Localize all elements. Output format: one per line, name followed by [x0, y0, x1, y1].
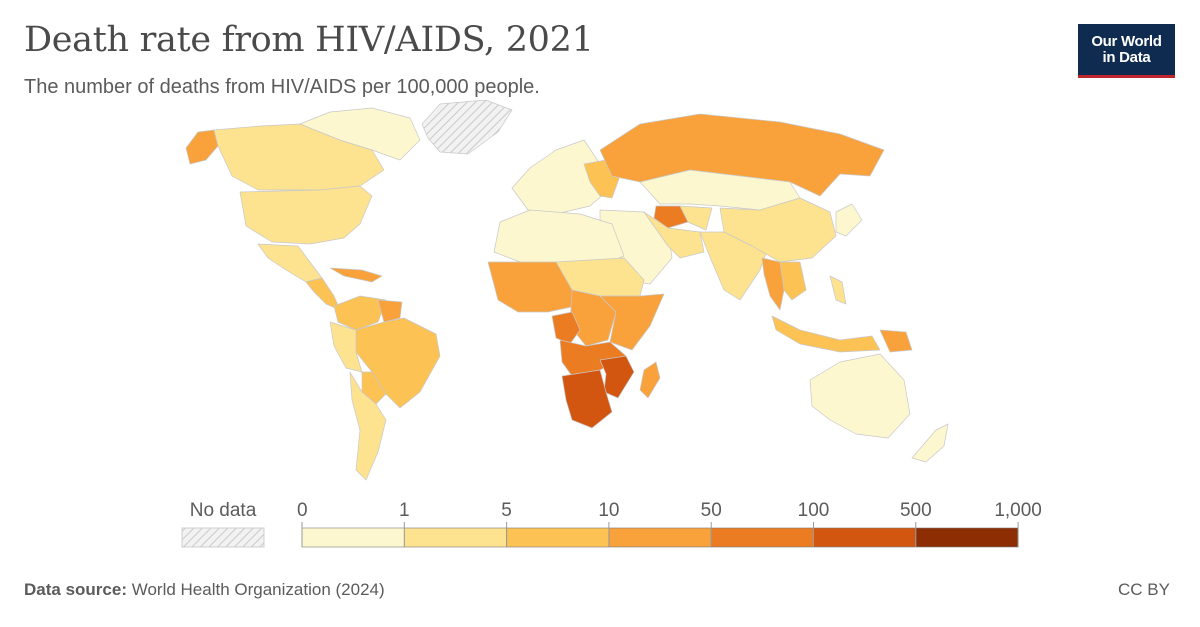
region-turkmenistan[interactable] [653, 205, 689, 229]
legend-tick-label-2: 5 [501, 500, 512, 521]
world-map [185, 100, 949, 481]
legend-tick-label-0: 0 [297, 500, 308, 521]
region-australia[interactable] [809, 353, 911, 439]
region-caribbean[interactable] [329, 267, 383, 283]
legend-tick-label-4: 50 [701, 500, 722, 521]
legend-bin-4[interactable] [710, 527, 814, 548]
color-legend: No data 0 1 5 10 50 100 500 1,000 [181, 500, 1042, 548]
region-china[interactable] [719, 197, 837, 263]
region-southern-cone[interactable] [349, 371, 387, 481]
data-source-text[interactable]: World Health Organization (2024) [131, 580, 385, 599]
region-greenland[interactable] [421, 100, 513, 155]
region-indochina[interactable] [779, 261, 807, 301]
legend-no-data-swatch [181, 527, 265, 548]
region-mozambique[interactable] [599, 355, 635, 399]
region-papua[interactable] [879, 329, 913, 353]
region-indonesia[interactable] [771, 315, 881, 353]
region-usa[interactable] [239, 185, 373, 245]
legend-tick-label-5: 100 [798, 500, 830, 521]
region-bolivia-paraguay[interactable] [361, 371, 387, 405]
region-central-america[interactable] [305, 277, 341, 311]
legend-bin-5[interactable] [813, 527, 917, 548]
region-central-asia[interactable] [679, 205, 713, 231]
legend-tick-label-1: 1 [399, 500, 410, 521]
region-guianas[interactable] [377, 299, 403, 323]
region-east-africa[interactable] [599, 293, 665, 351]
region-alaska[interactable] [185, 129, 219, 165]
legend-bin-1[interactable] [403, 527, 507, 548]
legend-tick-label-7: 1,000 [994, 500, 1042, 521]
region-iran[interactable] [643, 211, 705, 259]
legend-bin-0[interactable] [301, 527, 405, 548]
logo-line-1: Our World [1091, 32, 1162, 50]
legend-tick-label-6: 500 [900, 500, 932, 521]
our-world-in-data-logo[interactable]: Our World in Data [1078, 24, 1175, 78]
region-japan-korea[interactable] [835, 203, 863, 237]
region-gabon-congo[interactable] [551, 311, 581, 345]
legend-bin-6[interactable] [915, 527, 1019, 548]
chart-subtitle: The number of deaths from HIV/AIDS per 1… [24, 76, 540, 98]
legend-bin-2[interactable] [506, 527, 610, 548]
legend-no-data-label: No data [190, 500, 257, 521]
license[interactable]: CC BY [1118, 580, 1170, 599]
region-philippines[interactable] [829, 275, 847, 305]
data-source-label: Data source: [24, 580, 127, 599]
region-madagascar[interactable] [639, 361, 661, 399]
region-southern-africa[interactable] [561, 369, 613, 429]
legend-bin-3[interactable] [608, 527, 712, 548]
legend-tick-label-3: 10 [598, 500, 619, 521]
region-canada-north[interactable] [299, 107, 421, 161]
region-brazil[interactable] [355, 317, 441, 409]
logo-line-2: in Data [1102, 48, 1151, 66]
chart-title: Death rate from HIV/AIDS, 2021 [24, 20, 594, 60]
region-colombia-venezuela[interactable] [333, 295, 387, 331]
region-new-zealand[interactable] [911, 423, 949, 463]
data-source: Data source: World Health Organization (… [24, 580, 385, 600]
region-mexico[interactable] [257, 243, 323, 283]
